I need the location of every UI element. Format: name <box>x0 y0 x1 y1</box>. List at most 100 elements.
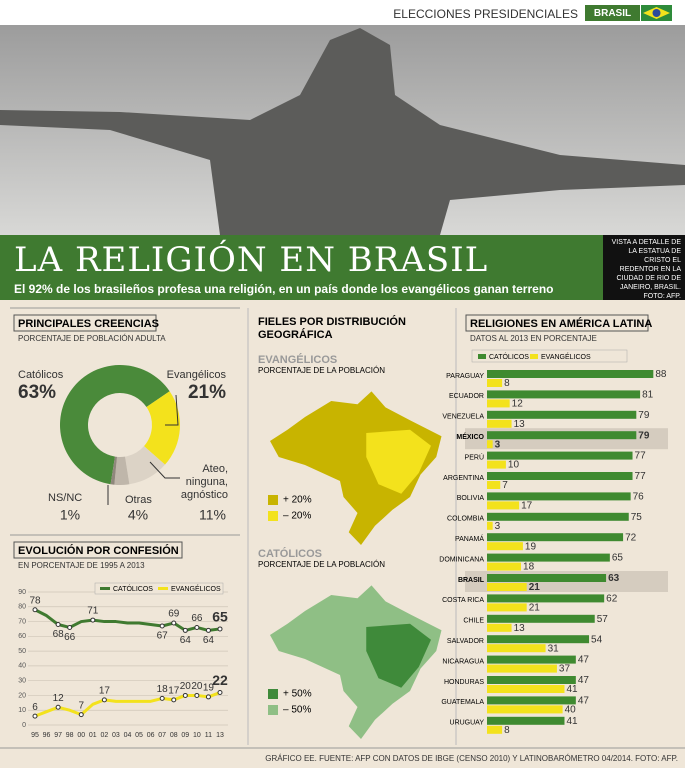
legend-label: + 50% <box>283 689 312 700</box>
leader <box>149 461 180 479</box>
maps-title: FIELES POR DISTRIBUCIÓN GEOGRÁFICA <box>258 316 406 341</box>
data-label: 18 <box>523 562 535 573</box>
bar <box>487 533 624 542</box>
data-label: 66 <box>191 613 203 624</box>
country-label: BRASIL <box>593 8 632 19</box>
bar <box>487 553 610 562</box>
data-label: 88 <box>655 369 667 380</box>
legend-swatch <box>478 354 486 359</box>
x-tick-label: 06 <box>147 732 155 739</box>
data-label: 8 <box>504 378 510 389</box>
bar <box>487 419 512 428</box>
data-label: 41 <box>566 716 578 727</box>
category-label: SALVADOR <box>447 638 484 645</box>
legend-swatch <box>268 495 278 505</box>
bar <box>487 705 563 714</box>
data-label: 81 <box>642 390 654 401</box>
data-label: 7 <box>78 700 84 711</box>
panel-title-box <box>13 541 183 559</box>
bar <box>487 492 631 501</box>
bar <box>487 685 565 693</box>
data-label: 79 <box>638 410 650 421</box>
data-label: 7 <box>502 480 508 491</box>
category-label: ARGENTINA <box>443 475 484 482</box>
bar <box>487 472 633 480</box>
map-region <box>366 429 431 494</box>
point <box>182 627 188 633</box>
point <box>217 626 223 632</box>
x-tick-label: 11 <box>205 732 212 739</box>
bar <box>487 512 629 521</box>
data-label: 18 <box>157 684 169 695</box>
x-tick-label: 95 <box>31 732 39 739</box>
map-subtitle: PORCENTAJE DE LA POBLACIÓN <box>258 366 385 375</box>
bar <box>487 481 501 489</box>
category-label: COSTA RICA <box>442 597 484 604</box>
point <box>32 713 38 719</box>
data-label: 3 <box>495 439 501 450</box>
title-banner <box>0 235 603 300</box>
bar <box>487 521 493 530</box>
category-label: BRASIL <box>458 577 485 584</box>
x-tick-label: 08 <box>170 732 178 739</box>
data-label: 10 <box>508 460 520 471</box>
panel-subtitle: DATOS AL 2013 EN PORCENTAJE <box>470 334 597 343</box>
data-label: 77 <box>635 471 647 482</box>
bar <box>487 399 510 408</box>
x-tick-label: 01 <box>89 732 97 739</box>
y-tick-label: 80 <box>18 604 26 611</box>
bar <box>487 440 493 449</box>
data-label: 67 <box>157 631 169 642</box>
point <box>205 694 211 700</box>
y-tick-label: 30 <box>18 678 26 685</box>
donut-label: Otras <box>125 494 152 506</box>
data-label: 22 <box>212 672 228 688</box>
bar <box>487 614 595 623</box>
point <box>32 607 38 613</box>
data-label: 77 <box>635 451 647 462</box>
point <box>171 697 177 703</box>
data-label: 8 <box>504 725 510 736</box>
point <box>55 704 61 710</box>
map-region <box>366 623 431 688</box>
title: LA RELIGIÓN EN BRASIL <box>14 240 489 280</box>
top-bar <box>0 0 685 25</box>
panel-title-box <box>465 314 649 332</box>
bar <box>487 542 523 551</box>
y-tick-label: 50 <box>18 648 26 655</box>
category-label: PANAMÁ <box>455 534 484 543</box>
data-label: 65 <box>212 609 228 625</box>
category-label: DOMINICANA <box>439 556 484 563</box>
donut-slice <box>110 456 117 485</box>
donut-value: 63% <box>18 382 56 403</box>
series-line <box>34 608 221 632</box>
x-tick-label: 09 <box>181 732 189 739</box>
x-tick-label: 10 <box>193 732 201 739</box>
bar <box>487 644 546 653</box>
donut-slice <box>114 456 130 485</box>
legend-swatch <box>268 689 278 699</box>
y-tick-label: 70 <box>18 618 26 625</box>
bar <box>487 460 506 469</box>
series-line <box>34 691 221 718</box>
bar <box>487 562 522 571</box>
data-label: 12 <box>53 693 65 704</box>
panel-subtitle: PORCENTAJE DE POBLACIÓN ADULTA <box>18 334 166 343</box>
bar <box>487 635 590 644</box>
category-label: CHILE <box>463 618 484 625</box>
donut-value: 1% <box>60 507 80 523</box>
y-tick-label: 10 <box>18 707 26 714</box>
data-label: 17 <box>521 501 533 512</box>
category-label: HONDURAS <box>444 679 484 686</box>
data-label: 78 <box>29 595 41 606</box>
bar <box>487 410 637 419</box>
point <box>171 620 177 626</box>
footer: GRÁFICO EE. FUENTE: AFP CON DATOS DE IBG… <box>265 754 678 763</box>
bar <box>487 370 654 378</box>
y-tick-label: 20 <box>18 692 26 699</box>
data-label: 19 <box>525 541 537 552</box>
legend-label: – 50% <box>283 705 311 716</box>
caption-box <box>603 235 685 300</box>
point <box>194 692 200 698</box>
bar <box>487 676 576 684</box>
